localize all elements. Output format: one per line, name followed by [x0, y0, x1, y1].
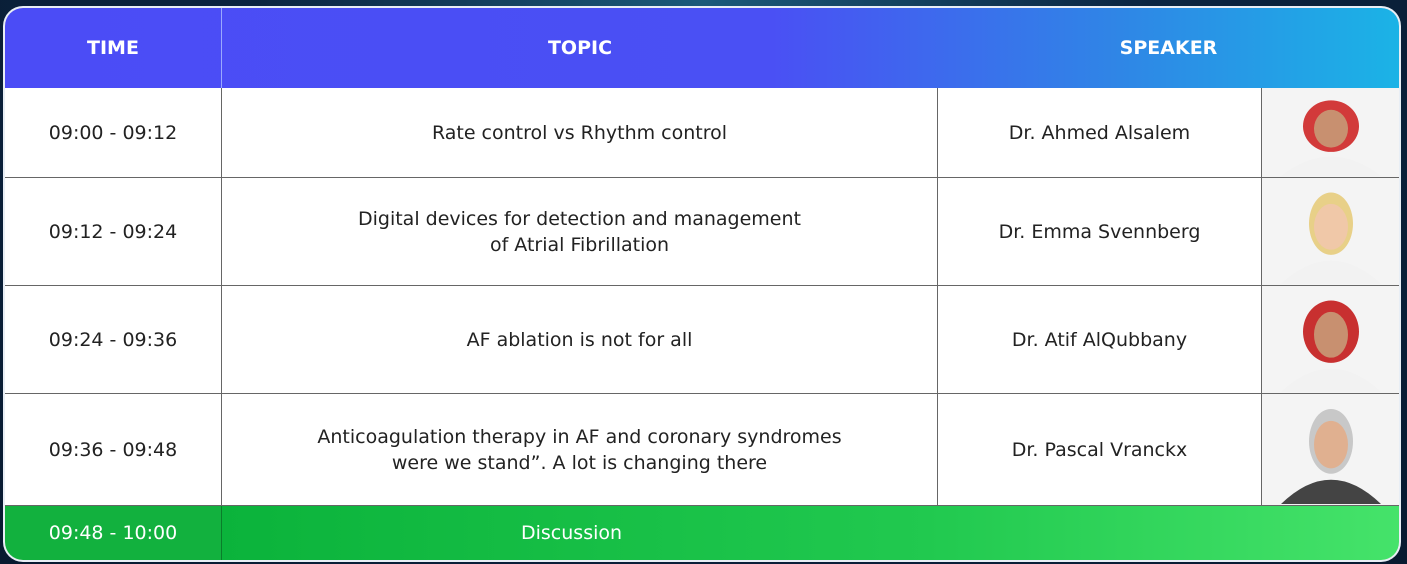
- speaker-photo: [1280, 191, 1381, 284]
- discussion-time: 09:48 - 10:00: [5, 506, 222, 560]
- text-line: Dr. Ahmed Alsalem: [1008, 121, 1191, 144]
- text-line: Digital devices for detection and manage…: [357, 207, 801, 230]
- text-line: 09:12 - 09:24: [48, 220, 178, 243]
- text-line: Rate control vs Rhythm control: [431, 121, 728, 144]
- time-cell: 09:00 - 09:12: [5, 88, 222, 178]
- header-speaker: SPEAKER: [1119, 37, 1218, 59]
- topic-cell: Anticoagulation therapy in AF and corona…: [222, 394, 938, 506]
- text-line: Dr. Atif AlQubbany: [1011, 328, 1188, 351]
- text-line: 09:48 - 10:00: [48, 522, 178, 544]
- time-cell: 09:36 - 09:48: [5, 394, 222, 506]
- text-line: were we stand”. A lot is changing there: [391, 451, 768, 474]
- speaker-cell: Dr. Pascal Vranckx: [938, 394, 1262, 506]
- speaker-cell: Dr. Ahmed Alsalem: [938, 88, 1262, 178]
- topic-cell: AF ablation is not for all: [222, 286, 938, 394]
- discussion-topic: Discussion: [222, 506, 1399, 560]
- schedule-table: TIME TOPIC SPEAKER 09:00 - 09:12 Rate con…: [5, 8, 1399, 560]
- header-bar: [5, 8, 1399, 88]
- photo-cell: [1262, 88, 1399, 178]
- time-cell: 09:12 - 09:24: [5, 178, 222, 286]
- speaker-cell: Dr. Atif AlQubbany: [938, 286, 1262, 394]
- photo-cell: [1262, 178, 1399, 286]
- photo-cell: [1262, 286, 1399, 394]
- topic-cell: Rate control vs Rhythm control: [222, 88, 938, 178]
- text-line: Anticoagulation therapy in AF and corona…: [317, 425, 842, 448]
- text-line: AF ablation is not for all: [466, 328, 693, 351]
- time-cell: 09:24 - 09:36: [5, 286, 222, 394]
- speaker-photo: [1280, 99, 1381, 176]
- text-line: Dr. Emma Svennberg: [998, 220, 1201, 243]
- text-line: Dr. Pascal Vranckx: [1011, 438, 1188, 461]
- speaker-cell: Dr. Emma Svennberg: [938, 178, 1262, 286]
- speaker-photo: [1280, 408, 1381, 504]
- header-time: TIME: [5, 8, 222, 88]
- photo-cell: [1262, 394, 1399, 506]
- text-line: 09:36 - 09:48: [48, 438, 178, 461]
- topic-cell: Digital devices for detection and manage…: [222, 178, 938, 286]
- text-line: 09:00 - 09:12: [48, 121, 178, 144]
- text-line: of Atrial Fibrillation: [489, 233, 670, 256]
- text-line: Discussion: [521, 522, 623, 544]
- text-line: 09:24 - 09:36: [48, 328, 178, 351]
- header-topic: TOPIC: [547, 37, 613, 59]
- speaker-photo: [1280, 299, 1381, 392]
